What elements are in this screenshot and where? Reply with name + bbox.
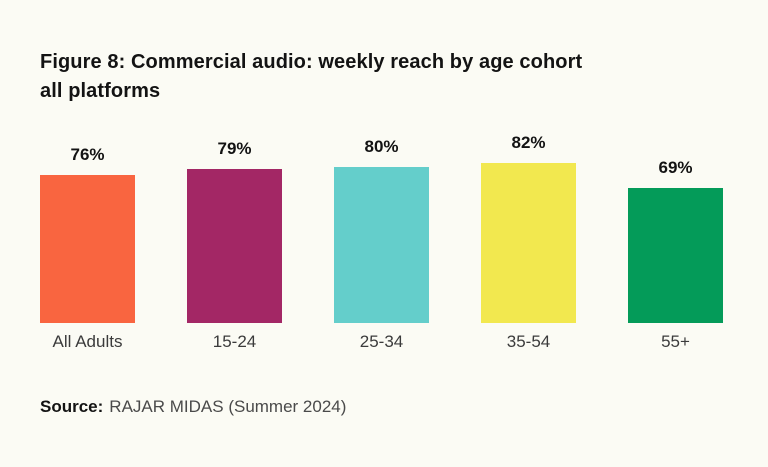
bar-category-label: All Adults [52,332,123,351]
chart-title-line2: all platforms [40,80,161,102]
bar-column: 69% [628,158,723,323]
bar-value-label: 82% [511,133,546,152]
bar-column: 79% [187,139,282,323]
bar [40,175,135,323]
chart-title-line1: Figure 8: Commercial audio: weekly reach… [40,51,583,73]
bar [628,188,723,323]
bar [481,163,576,323]
bar-value-label: 69% [658,158,693,177]
bar-value-label: 80% [364,137,399,156]
source-text: RAJAR MIDAS (Summer 2024) [109,397,347,416]
bar-column: 82% [481,133,576,323]
bar-value-label: 79% [217,139,252,158]
category-labels-row: All Adults 15-24 25-34 35-54 55+ [40,332,723,352]
bars-row: 76% 79% 80% 82% 69% [40,0,723,323]
bar [187,169,282,323]
bar-category-label: 35-54 [506,332,551,351]
bar-category-label: 15-24 [212,332,257,351]
bar-category-label: 55+ [661,332,690,351]
source-label: Source: [40,397,104,416]
bar [334,167,429,323]
chart-title: Figure 8: Commercial audio: weekly reach… [40,48,700,106]
source-line: Source: RAJAR MIDAS (Summer 2024) [40,397,346,417]
bar-value-label: 76% [70,145,105,164]
bar-column: 76% [40,145,135,323]
bar-column: 80% [334,137,429,323]
bar-category-label: 25-34 [359,332,404,351]
